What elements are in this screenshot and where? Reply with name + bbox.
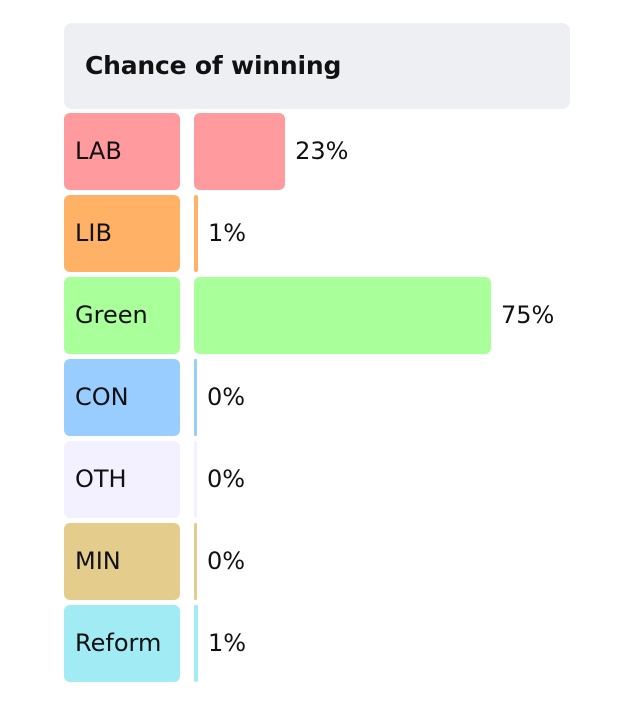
category-label-text: Green bbox=[75, 301, 148, 329]
bar-min bbox=[194, 523, 197, 600]
category-label-min: MIN bbox=[64, 523, 180, 600]
bar-green bbox=[194, 277, 491, 354]
chart-title: Chance of winning bbox=[85, 51, 342, 80]
bar-lab bbox=[194, 113, 286, 190]
value-label-oth: 0% bbox=[207, 465, 246, 493]
value-label-min: 0% bbox=[207, 547, 246, 575]
category-label-text: LIB bbox=[75, 219, 112, 247]
category-label-text: LAB bbox=[75, 137, 122, 165]
value-label-green: 75% bbox=[501, 301, 555, 329]
value-label-lab: 23% bbox=[295, 137, 349, 165]
bar-reform bbox=[194, 605, 198, 682]
category-label-text: MIN bbox=[75, 547, 121, 575]
value-label-con: 0% bbox=[207, 383, 246, 411]
category-label-reform: Reform bbox=[64, 605, 180, 682]
chart-header: Chance of winning bbox=[64, 23, 570, 109]
category-label-text: Reform bbox=[75, 629, 162, 657]
value-label-lib: 1% bbox=[207, 219, 247, 247]
category-label-oth: OTH bbox=[64, 441, 180, 518]
category-label-text: OTH bbox=[75, 465, 127, 493]
bar-con bbox=[194, 359, 197, 436]
value-label-reform: 1% bbox=[207, 629, 247, 657]
bar-oth bbox=[194, 441, 197, 518]
category-label-text: CON bbox=[75, 383, 129, 411]
bar-lib bbox=[194, 195, 198, 272]
category-label-lib: LIB bbox=[64, 195, 180, 272]
category-label-green: Green bbox=[64, 277, 180, 354]
category-label-lab: LAB bbox=[64, 113, 180, 190]
category-label-con: CON bbox=[64, 359, 180, 436]
